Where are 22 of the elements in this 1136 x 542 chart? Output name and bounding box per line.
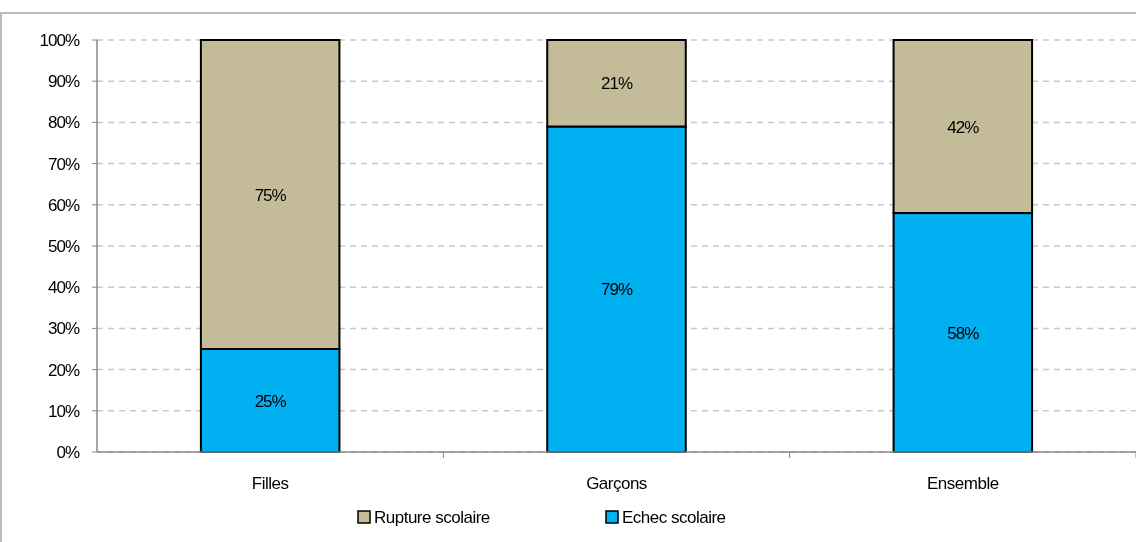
y-tick-label: 80% [47, 113, 80, 133]
y-tick-label: 60% [47, 195, 80, 215]
data-label: 21% [600, 74, 633, 94]
legend-label: Rupture scolaire [374, 508, 490, 527]
y-tick-label: 20% [47, 360, 80, 380]
data-label: 25% [254, 391, 287, 411]
y-tick-label: 0% [56, 443, 80, 462]
data-label: 42% [947, 117, 980, 137]
y-tick-label: 30% [47, 319, 80, 339]
y-tick-label: 50% [47, 237, 80, 256]
y-tick-label: 100% [39, 31, 80, 50]
y-tick-label: 40% [47, 278, 80, 298]
y-tick-label: 10% [47, 401, 80, 421]
y-tick-label: 90% [47, 72, 80, 92]
x-tick-label: Ensemble [927, 474, 999, 493]
data-label: 79% [600, 280, 633, 300]
data-label: 75% [254, 185, 287, 205]
data-label: 58% [947, 323, 980, 343]
legend-label: Echec scolaire [622, 508, 726, 527]
x-tick-label: Filles [251, 474, 289, 493]
y-tick-label: 70% [47, 154, 80, 174]
x-tick-label: Garçons [586, 474, 647, 493]
